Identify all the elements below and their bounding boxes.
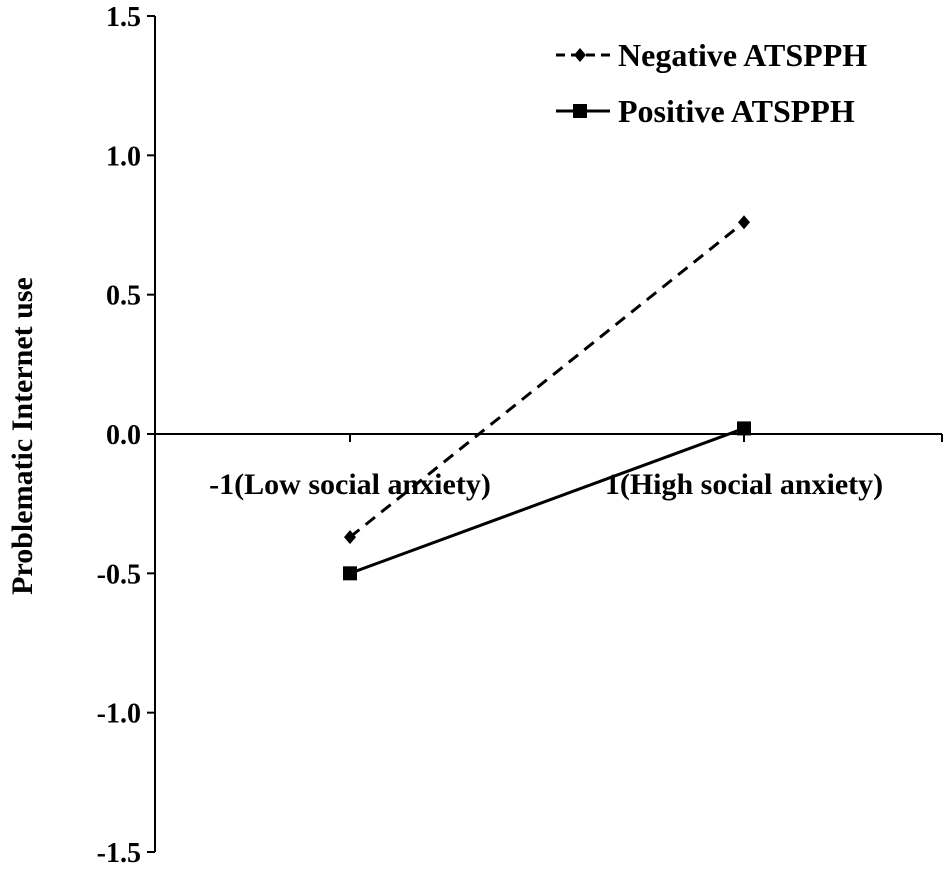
series-negative [344,215,750,545]
series-layer [343,215,751,581]
y-tick-label: -1.0 [97,699,141,730]
y-tick-label: 0.0 [106,420,141,451]
data-point [343,566,357,581]
legend-label: Negative ATSPPH [618,37,867,73]
legend: Negative ATSPPH Positive ATSPPH [556,37,867,129]
x-category-label: -1(Low social anxiety) [209,468,491,501]
data-point [738,215,750,230]
series-line [349,427,745,575]
legend-item: Positive ATSPPH [556,93,855,129]
y-tick-label: -1.5 [97,838,141,869]
series-positive [343,421,751,581]
legend-swatch-marker [574,48,586,62]
y-tick-label: -0.5 [97,559,141,590]
y-axis-title: Problematic Internet use [6,277,39,595]
y-tick-label: 1.5 [106,2,141,33]
y-tick-label: 0.5 [106,281,141,312]
legend-swatch-marker [573,104,587,118]
legend-label: Positive ATSPPH [618,93,855,129]
axes [154,16,943,852]
data-point [737,421,751,436]
y-ticks: 1.5 1.0 0.5 0.0 -0.5 -1.0 -1.5 [97,2,155,869]
category-labels: -1(Low social anxiety) 1(High social anxi… [209,468,883,501]
series-line [349,221,745,539]
data-point [344,530,356,545]
y-tick-label: 1.0 [106,141,141,172]
legend-item: Negative ATSPPH [556,37,867,73]
x-category-label: 1(High social anxiety) [605,468,883,501]
